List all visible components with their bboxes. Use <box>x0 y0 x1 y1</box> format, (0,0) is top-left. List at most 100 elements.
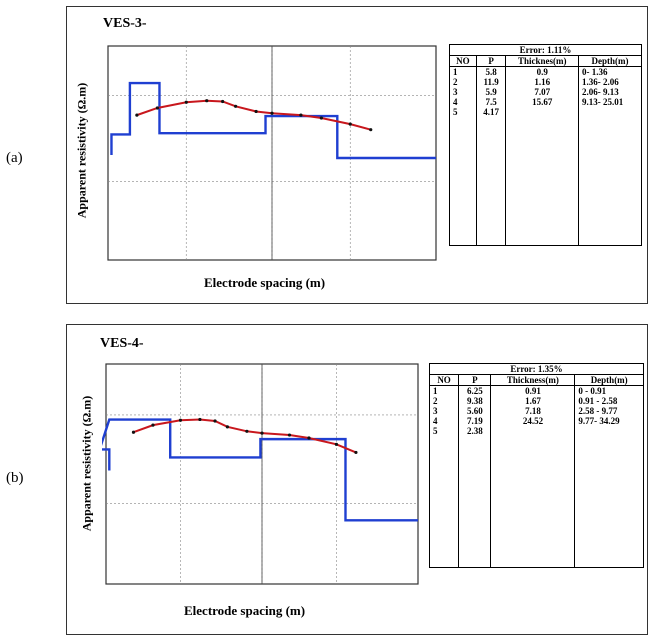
table-cell: 7.18 <box>490 406 576 416</box>
table-cell: 4.17 <box>476 107 507 117</box>
table-cell: 4 <box>449 97 477 107</box>
table-cell <box>505 107 579 117</box>
table-header-cell: P <box>476 55 507 67</box>
table-cell: 6.25 <box>458 385 492 396</box>
table-header-cell: NO <box>429 374 460 386</box>
table-cell: 1 <box>449 66 477 77</box>
data-point <box>213 419 217 423</box>
table-cell: 7.07 <box>505 87 579 97</box>
table-cell <box>575 426 644 436</box>
table-error-label: Error: 1.11% <box>449 44 642 56</box>
data-point <box>131 430 136 434</box>
table-cell: 0.91 <box>490 385 576 396</box>
data-point <box>135 113 139 117</box>
data-point <box>270 111 274 115</box>
data-point <box>369 128 373 132</box>
table-row: 1 6.25 0.91 0 - 0.91 <box>429 385 644 396</box>
table-header-cell: P <box>458 374 492 386</box>
table-cell: 9.13- 25.01 <box>581 97 624 107</box>
data-point <box>225 425 229 429</box>
data-point <box>155 106 159 110</box>
data-point <box>307 436 311 440</box>
table-header-cell: Depth(m) <box>574 374 644 386</box>
table-cell: 5.8 <box>476 66 507 77</box>
panel-b-tag: (b) <box>6 470 24 486</box>
plot-b <box>102 363 419 585</box>
data-point <box>254 109 258 114</box>
table-cell: 4 <box>429 416 460 426</box>
table-cell: 2 <box>449 77 477 87</box>
table-cell: 1.67 <box>490 396 576 406</box>
table-cell <box>578 107 641 117</box>
table-cell: 7.5 <box>476 97 507 107</box>
data-point <box>287 433 292 437</box>
table-row: 3 5.9 7.07 2.06- 9.13 <box>449 87 642 97</box>
data-point <box>221 99 225 104</box>
data-point <box>334 442 339 446</box>
table-row: 2 11.9 1.16 1.36- 2.06 <box>449 77 642 87</box>
plot-a <box>107 45 437 261</box>
table-cell: 2.38 <box>458 426 492 436</box>
panel-a-tag: (a) <box>6 150 23 166</box>
data-point <box>234 104 238 108</box>
table-cell: 15.67 <box>505 97 579 107</box>
table-cell: 3 <box>429 406 460 416</box>
table-cell: 2.06- 9.13 <box>581 87 619 97</box>
table-cell: 5.9 <box>476 87 507 97</box>
data-point <box>348 122 352 126</box>
table-header-cell: Thicknes(m) <box>505 55 579 67</box>
table-cell: 0.91 - 2.58 <box>578 396 618 406</box>
table-cell: 9.77- 34.29 <box>578 416 620 426</box>
table-row: 4 7.5 15.67 9.13- 25.01 <box>449 97 642 107</box>
results-table-b: Error: 1.35% NO P Thickness(m) Depth(m) 1 6.25… <box>429 363 644 568</box>
table-cell: 2.58 - 9.77 <box>578 406 618 416</box>
panel-b-xlabel: Electrode spacing (m) <box>184 603 306 618</box>
table-row: 2 9.38 1.67 0.91 - 2.58 <box>429 396 644 406</box>
table-cell: 3 <box>449 87 477 97</box>
data-point <box>260 431 264 435</box>
table-cell: 0.9 <box>505 66 579 77</box>
table-cell: 2 <box>429 396 460 406</box>
table-row: 3 5.60 7.18 2.58 - 9.77 <box>429 406 644 416</box>
data-point <box>184 100 188 104</box>
table-header-cell: Thickness(m) <box>490 374 576 386</box>
table-cell: 5 <box>429 426 460 436</box>
data-point <box>299 113 303 117</box>
table-cell: 11.9 <box>476 77 507 87</box>
data-point <box>319 116 323 120</box>
data-point <box>151 423 155 427</box>
panel-b-ylabel: Apparent resistivity (Ω.m) <box>79 395 94 532</box>
table-cell: 1 <box>429 385 460 396</box>
panel-a-xlabel: Electrode spacing (m) <box>204 275 326 290</box>
data-point <box>178 418 183 422</box>
table-cell: 9.38 <box>458 396 492 406</box>
panel-a-title: VES-3- <box>103 16 147 31</box>
table-cell: 5 <box>449 107 477 117</box>
table-cell: 0- 1.36 <box>581 67 608 77</box>
data-point <box>198 417 202 422</box>
table-cell: 1.16 <box>505 77 579 87</box>
model-step-line <box>102 418 418 522</box>
table-row: 5 4.17 <box>449 107 642 117</box>
table-header-cell: NO <box>449 55 477 67</box>
panel-b-title: VES-4- <box>100 336 144 351</box>
table-cell: 5.60 <box>458 406 492 416</box>
table-cell: 1.36- 2.06 <box>581 77 619 87</box>
table-row: 4 7.19 24.52 9.77- 34.29 <box>429 416 644 426</box>
field-data-line <box>133 418 357 454</box>
table-error-label: Error: 1.35% <box>429 363 644 375</box>
panel-a-ylabel: Apparent resistivity (Ω.m) <box>74 82 89 219</box>
table-cell: 24.52 <box>490 416 576 426</box>
table-header-cell: Depth(m) <box>578 55 642 67</box>
table-cell <box>490 426 576 436</box>
table-row: 5 2.38 <box>429 426 644 436</box>
results-table-a: Error: 1.11% NO P Thicknes(m) Depth(m) 1 5.8 0.… <box>449 44 642 246</box>
table-row: 1 5.8 0.9 0- 1.36 <box>449 66 642 77</box>
field-data-line <box>136 99 371 131</box>
data-point <box>245 429 249 433</box>
data-point <box>205 99 209 103</box>
table-cell: 0 - 0.91 <box>578 386 607 396</box>
data-point <box>354 450 358 455</box>
model-step-line <box>110 81 436 160</box>
table-cell: 7.19 <box>458 416 492 426</box>
